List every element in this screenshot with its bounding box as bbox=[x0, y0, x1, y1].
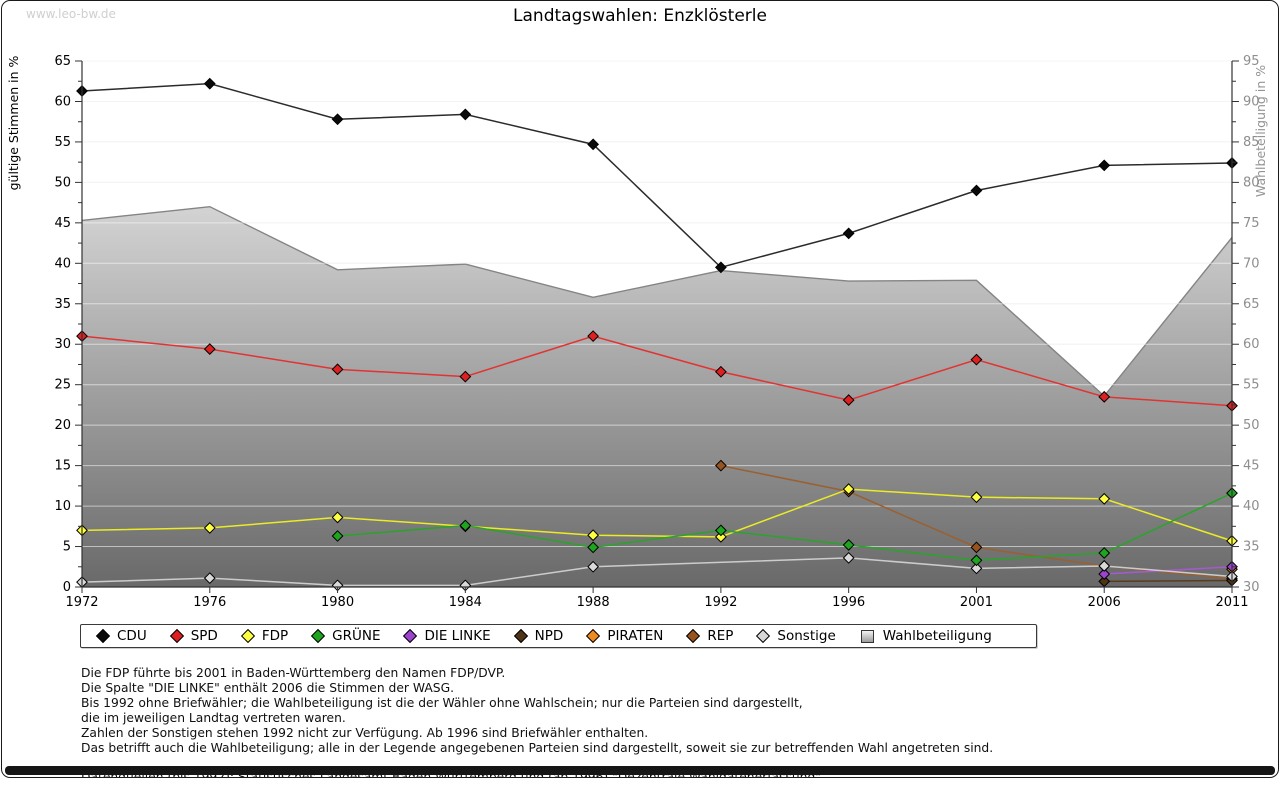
svg-text:95: 95 bbox=[1243, 54, 1260, 69]
election-line-chart: 1972 1976 1980 1984 1988 1992 1996 2001 2006 2011… bbox=[6, 54, 1268, 610]
svg-text:55: 55 bbox=[54, 135, 71, 150]
svg-text:2011: 2011 bbox=[1215, 595, 1248, 610]
svg-text:1996: 1996 bbox=[832, 595, 865, 610]
svg-text:60: 60 bbox=[54, 94, 71, 109]
series-diamond-icon bbox=[686, 628, 701, 644]
svg-text:1988: 1988 bbox=[577, 595, 610, 610]
svg-text:2006: 2006 bbox=[1088, 595, 1121, 610]
svg-text:15: 15 bbox=[54, 459, 71, 474]
series-diamond-icon bbox=[513, 628, 528, 644]
legend-label: PIRATEN bbox=[607, 628, 664, 644]
svg-text:75: 75 bbox=[1243, 216, 1260, 231]
legend-item-spd: SPD bbox=[169, 628, 218, 644]
svg-text:1984: 1984 bbox=[449, 595, 482, 610]
legend: CDU SPD FDP GRÜNE DIE LINKE NPD PIRATEN REP Sons… bbox=[80, 624, 1037, 648]
svg-text:2001: 2001 bbox=[960, 595, 993, 610]
legend-label: Wahlbeteiligung bbox=[882, 628, 992, 644]
footnote-line: Bis 1992 ohne Briefwähler; die Wahlbetei… bbox=[81, 696, 803, 710]
svg-text:50: 50 bbox=[54, 175, 71, 190]
svg-text:25: 25 bbox=[54, 378, 71, 393]
svg-text:45: 45 bbox=[1243, 459, 1260, 474]
footnote-lines: Die FDP führte bis 2001 in Baden-Württem… bbox=[81, 666, 993, 756]
footnote-line: Zahlen der Sonstigen stehen 1992 nicht z… bbox=[81, 726, 649, 740]
legend-label: REP bbox=[707, 628, 734, 644]
watermark-leo-bw: www.leo-bw.de bbox=[26, 7, 116, 21]
svg-text:45: 45 bbox=[54, 216, 71, 231]
series-diamond-icon bbox=[240, 628, 255, 644]
legend-label: GRÜNE bbox=[332, 628, 381, 644]
svg-text:40: 40 bbox=[54, 256, 71, 271]
svg-text:55: 55 bbox=[1243, 378, 1260, 393]
svg-text:65: 65 bbox=[54, 54, 71, 69]
svg-text:1976: 1976 bbox=[193, 595, 226, 610]
series-diamond-icon bbox=[586, 628, 601, 644]
legend-label: DIE LINKE bbox=[424, 628, 491, 644]
legend-label: SPD bbox=[190, 628, 218, 644]
frame-bottom-bar bbox=[5, 766, 1275, 775]
legend-label: FDP bbox=[261, 628, 289, 644]
left-axis-title: gültige Stimmen in % bbox=[6, 55, 21, 190]
svg-text:65: 65 bbox=[1243, 297, 1260, 312]
chart-title: Landtagswahlen: Enzklösterle bbox=[513, 6, 767, 26]
footnote-line: Das betrifft auch die Wahlbeteiligung; a… bbox=[81, 741, 994, 755]
legend-item-npd: NPD bbox=[513, 628, 564, 644]
legend-label: NPD bbox=[534, 628, 564, 644]
svg-text:35: 35 bbox=[54, 297, 71, 312]
legend-item-die-linke: DIE LINKE bbox=[403, 628, 491, 644]
svg-text:1992: 1992 bbox=[704, 595, 737, 610]
svg-text:35: 35 bbox=[1243, 540, 1260, 555]
legend-item-wahlbeteiligung: Wahlbeteiligung bbox=[860, 628, 992, 644]
svg-text:20: 20 bbox=[54, 418, 71, 433]
svg-text:0: 0 bbox=[63, 580, 71, 595]
svg-text:60: 60 bbox=[1243, 337, 1260, 352]
legend-label: CDU bbox=[117, 628, 147, 644]
svg-text:30: 30 bbox=[1243, 580, 1260, 595]
svg-text:10: 10 bbox=[54, 499, 71, 514]
svg-text:90: 90 bbox=[1243, 94, 1260, 109]
legend-item-rep: REP bbox=[686, 628, 734, 644]
right-axis-title: Wahlbeteiligung in % bbox=[1253, 65, 1268, 197]
footnote-line: Die Spalte "DIE LINKE" enthält 2006 die … bbox=[81, 681, 455, 695]
svg-text:1980: 1980 bbox=[321, 595, 354, 610]
legend-label: Sonstige bbox=[777, 628, 836, 644]
svg-text:5: 5 bbox=[63, 540, 71, 555]
svg-text:30: 30 bbox=[54, 337, 71, 352]
legend-item-fdp: FDP bbox=[240, 628, 289, 644]
legend-item-cdu: CDU bbox=[95, 628, 147, 644]
legend-item-sonstige: Sonstige bbox=[756, 628, 836, 644]
svg-text:40: 40 bbox=[1243, 499, 1260, 514]
footnotes: Die FDP führte bis 2001 in Baden-Württem… bbox=[81, 666, 993, 777]
svg-text:50: 50 bbox=[1243, 418, 1260, 433]
svg-text:1972: 1972 bbox=[65, 595, 98, 610]
turnout-area-icon bbox=[860, 629, 874, 643]
svg-text:85: 85 bbox=[1243, 135, 1260, 150]
svg-text:70: 70 bbox=[1243, 256, 1260, 271]
series-diamond-icon bbox=[311, 628, 326, 644]
series-diamond-icon bbox=[169, 628, 184, 644]
legend-item-piraten: PIRATEN bbox=[586, 628, 664, 644]
svg-text:80: 80 bbox=[1243, 175, 1260, 190]
series-diamond-icon bbox=[95, 628, 111, 644]
series-diamond-icon bbox=[403, 628, 418, 644]
legend-item-grüne: GRÜNE bbox=[311, 628, 381, 644]
footnote-line: Die FDP führte bis 2001 in Baden-Württem… bbox=[81, 666, 506, 680]
series-diamond-icon bbox=[756, 628, 771, 644]
footnote-line: die im jeweiligen Landtag vertreten ware… bbox=[81, 711, 346, 725]
